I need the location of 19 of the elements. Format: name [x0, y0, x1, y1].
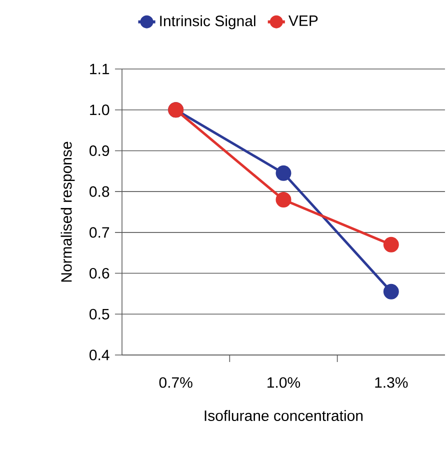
y-axis-title: Normalised response	[60, 142, 75, 282]
point	[383, 284, 399, 300]
point	[383, 236, 399, 252]
y-tick-label: 0.8	[90, 186, 110, 197]
y-tick-label: 1.1	[90, 64, 110, 74]
y-tick-label: 0.7	[90, 227, 110, 238]
y-tick-label: 1.0	[90, 104, 110, 116]
y-tick-label: 0.5	[90, 308, 110, 320]
y-tick-label: 0.9	[90, 145, 110, 156]
point	[276, 165, 292, 181]
point	[276, 192, 292, 208]
y-tick-label: 0.4	[90, 350, 110, 360]
y-tick-label: 0.6	[90, 268, 110, 279]
legend-label: VEP	[288, 16, 318, 26]
x-tick-label: 0.7%	[159, 377, 192, 388]
x-tick-label: 1.3%	[375, 377, 408, 388]
x-axis-title: Isoflurane concentration	[204, 410, 363, 422]
legend-label: Intrinsic Signal	[160, 15, 256, 30]
x-tick-label: 1.0%	[268, 377, 300, 388]
